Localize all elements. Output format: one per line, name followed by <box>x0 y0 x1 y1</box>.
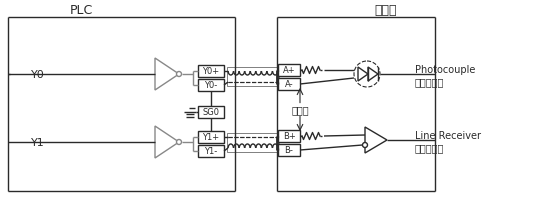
Text: A+: A+ <box>283 66 295 75</box>
Bar <box>198 131 224 143</box>
Circle shape <box>362 143 367 148</box>
Text: Line Receiver: Line Receiver <box>415 130 481 140</box>
Text: PLC: PLC <box>69 3 92 16</box>
Bar <box>198 106 224 118</box>
Polygon shape <box>155 126 179 158</box>
Bar <box>278 130 300 142</box>
Text: Photocouple: Photocouple <box>415 65 475 75</box>
Text: Y0-: Y0- <box>205 81 218 90</box>
Bar <box>278 79 300 91</box>
Polygon shape <box>368 68 378 82</box>
Bar <box>227 133 279 152</box>
Polygon shape <box>365 127 387 153</box>
Text: SG0: SG0 <box>202 108 219 117</box>
Circle shape <box>354 62 380 88</box>
Text: A-: A- <box>285 80 293 89</box>
Text: 双绞线: 双绞线 <box>291 105 309 115</box>
Text: B+: B+ <box>283 132 295 141</box>
Text: Y1-: Y1- <box>205 147 218 156</box>
Circle shape <box>177 140 182 145</box>
Text: 输入之配线: 输入之配线 <box>415 142 444 152</box>
Text: Y1: Y1 <box>31 137 45 147</box>
Text: Y0: Y0 <box>31 70 45 80</box>
Text: Y0+: Y0+ <box>202 67 219 76</box>
Text: B-: B- <box>284 146 294 155</box>
Bar <box>278 65 300 77</box>
Bar <box>198 145 224 157</box>
Text: 输入之配线: 输入之配线 <box>415 77 444 86</box>
Text: 驱动器: 驱动器 <box>375 3 397 16</box>
Bar <box>198 66 224 78</box>
Polygon shape <box>155 59 179 91</box>
Bar <box>198 80 224 92</box>
Bar <box>278 144 300 156</box>
Circle shape <box>177 72 182 77</box>
Bar <box>227 68 279 86</box>
Text: Y1+: Y1+ <box>202 133 219 142</box>
Polygon shape <box>358 68 368 82</box>
